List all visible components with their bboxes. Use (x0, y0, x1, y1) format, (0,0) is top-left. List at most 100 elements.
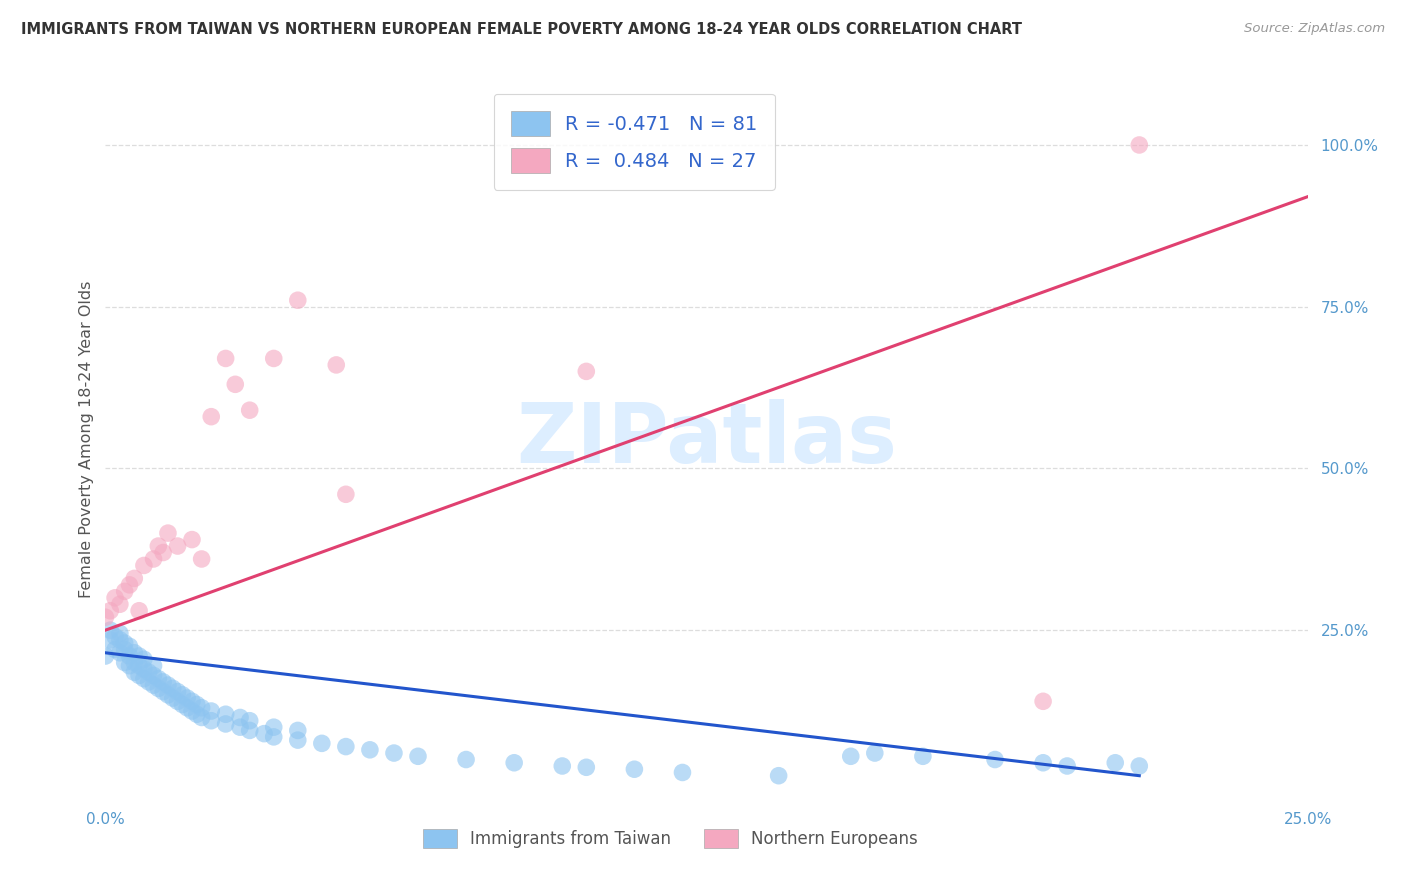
Point (118, 578, 141, 592)
Point (325, 358, 347, 372)
Point (176, 700, 198, 714)
Point (311, 736, 333, 750)
Point (104, 591, 127, 605)
Point (152, 674, 174, 689)
Point (118, 648, 141, 663)
Point (142, 552, 165, 566)
Point (124, 571, 146, 585)
Point (94, 610, 117, 624)
Point (1056, 759, 1078, 773)
Point (132, 662, 155, 676)
Point (1104, 756, 1126, 770)
Point (152, 684, 174, 698)
Point (132, 558, 155, 573)
Point (190, 552, 212, 566)
Point (1128, 759, 1150, 773)
Point (128, 648, 150, 663)
Point (287, 723, 309, 738)
Point (156, 688, 179, 702)
Point (335, 487, 357, 501)
Point (287, 293, 309, 308)
Point (253, 726, 276, 740)
Point (124, 646, 146, 660)
Text: IMMIGRANTS FROM TAIWAN VS NORTHERN EUROPEAN FEMALE POVERTY AMONG 18-24 YEAR OLDS: IMMIGRANTS FROM TAIWAN VS NORTHERN EUROP… (21, 22, 1022, 37)
Point (671, 765, 693, 780)
Point (239, 723, 262, 738)
Point (623, 762, 645, 776)
Point (156, 526, 179, 541)
Point (456, 752, 478, 766)
Legend: Immigrants from Taiwan, Northern Europeans: Immigrants from Taiwan, Northern Europea… (416, 822, 924, 855)
Point (98, 604, 121, 618)
Point (128, 604, 150, 618)
Point (287, 733, 309, 747)
Point (214, 717, 236, 731)
Point (181, 694, 204, 708)
Point (214, 707, 236, 722)
Point (148, 539, 170, 553)
Point (98, 632, 121, 647)
Point (1032, 756, 1054, 770)
Point (575, 364, 598, 378)
Point (94, 648, 117, 663)
Point (382, 746, 405, 760)
Point (863, 746, 886, 760)
Point (128, 658, 150, 673)
Point (148, 681, 170, 696)
Point (152, 545, 174, 559)
Point (186, 707, 208, 722)
Point (172, 688, 194, 702)
Point (181, 704, 204, 718)
Point (124, 656, 146, 670)
Point (575, 760, 598, 774)
Point (108, 626, 131, 640)
Point (166, 539, 188, 553)
Point (132, 652, 155, 666)
Y-axis label: Female Poverty Among 18-24 Year Olds: Female Poverty Among 18-24 Year Olds (79, 281, 94, 598)
Point (114, 584, 136, 599)
Point (108, 646, 131, 660)
Point (108, 632, 131, 647)
Point (176, 691, 198, 706)
Point (118, 658, 141, 673)
Point (128, 668, 150, 682)
Point (200, 704, 222, 718)
Point (263, 351, 285, 366)
Point (224, 377, 246, 392)
Point (503, 756, 526, 770)
Point (162, 691, 184, 706)
Point (190, 700, 212, 714)
Point (911, 749, 934, 764)
Point (263, 730, 285, 744)
Point (263, 720, 285, 734)
Point (200, 409, 222, 424)
Point (1032, 694, 1054, 708)
Point (200, 714, 222, 728)
Point (172, 698, 194, 712)
Point (984, 752, 1007, 766)
Point (132, 672, 155, 686)
Point (239, 403, 262, 417)
Point (181, 533, 204, 547)
Point (166, 684, 188, 698)
Point (138, 665, 160, 680)
Point (239, 714, 262, 728)
Point (114, 636, 136, 650)
Point (551, 759, 574, 773)
Point (124, 665, 146, 680)
Point (118, 640, 141, 654)
Point (359, 743, 381, 757)
Point (1128, 138, 1150, 153)
Point (142, 668, 165, 682)
Point (138, 674, 160, 689)
Point (190, 710, 212, 724)
Point (142, 678, 165, 692)
Point (104, 630, 127, 644)
Point (98, 623, 121, 637)
Text: ZIPatlas: ZIPatlas (516, 399, 897, 480)
Point (162, 681, 184, 696)
Point (104, 642, 127, 657)
Point (406, 749, 429, 764)
Point (108, 597, 131, 611)
Point (768, 769, 790, 783)
